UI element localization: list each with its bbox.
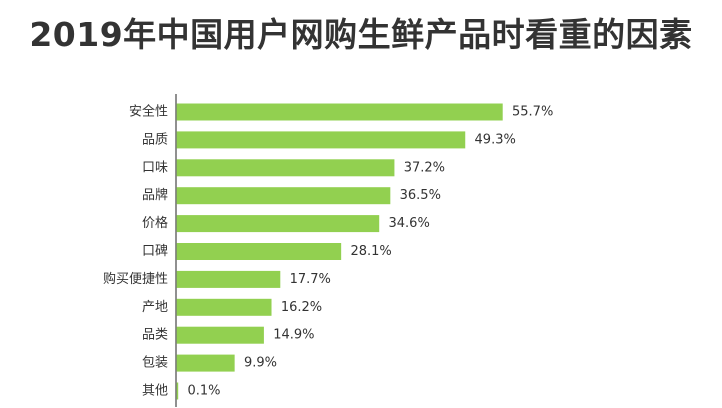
bar xyxy=(176,326,264,344)
bar xyxy=(176,131,466,149)
bar xyxy=(176,298,272,316)
value-label: 17.7% xyxy=(290,272,331,287)
category-label: 品质 xyxy=(142,132,168,147)
category-label: 产地 xyxy=(142,300,168,315)
category-label: 品类 xyxy=(142,328,168,343)
value-label: 36.5% xyxy=(400,188,441,203)
value-label: 16.2% xyxy=(281,300,322,315)
category-label: 口味 xyxy=(142,160,168,175)
value-label: 14.9% xyxy=(273,328,314,343)
category-label: 包装 xyxy=(142,356,168,371)
value-label: 9.9% xyxy=(244,356,277,371)
chart-title: 2019年中国用户网购生鲜产品时看重的因素 xyxy=(29,15,693,54)
bar xyxy=(176,270,281,288)
category-label: 价格 xyxy=(142,215,168,231)
category-label: 品牌 xyxy=(142,187,168,203)
bar xyxy=(176,243,342,260)
value-label: 34.6% xyxy=(389,216,430,231)
value-label: 28.1% xyxy=(350,244,391,259)
bar xyxy=(176,159,395,177)
value-label: 55.7% xyxy=(512,105,553,120)
bar xyxy=(176,187,391,205)
value-label: 49.3% xyxy=(475,132,516,147)
bar xyxy=(176,215,380,233)
value-label: 37.2% xyxy=(404,160,445,175)
category-label: 购买便捷性 xyxy=(103,271,168,287)
bar xyxy=(176,354,235,372)
category-label: 其他 xyxy=(142,384,168,399)
bar xyxy=(176,382,179,400)
category-label: 口碑 xyxy=(142,243,168,259)
value-label: 0.1% xyxy=(188,384,221,399)
bar xyxy=(176,103,503,121)
category-label: 安全性 xyxy=(129,104,168,120)
